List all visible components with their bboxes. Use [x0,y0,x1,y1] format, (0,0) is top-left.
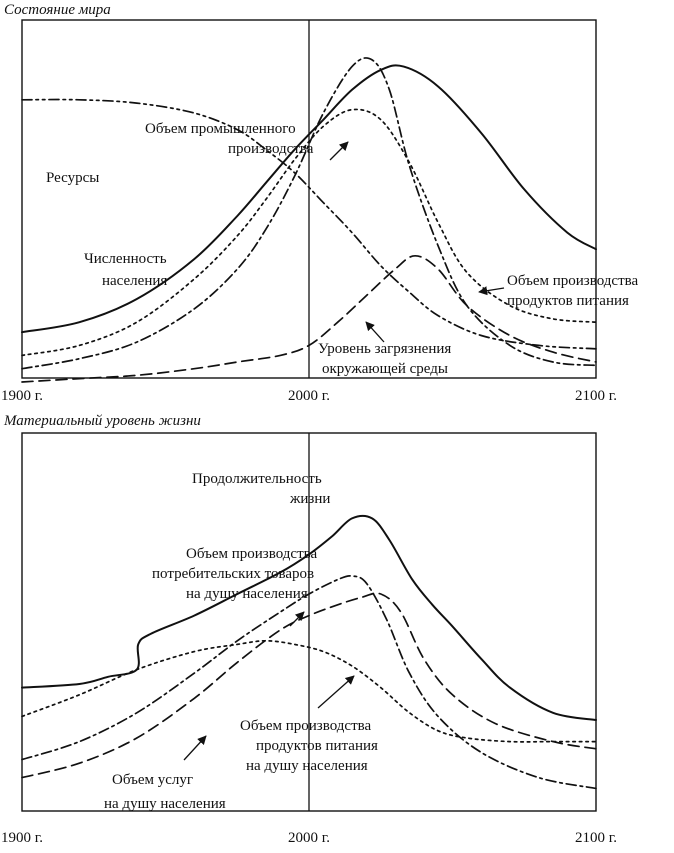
panel-title-living-standard: Материальный уровень жизни [4,413,201,429]
annotation-label: производства [228,141,314,157]
series-line-объем-производства-потребительских-товаров-на-душу-населения [21,575,597,790]
panel-title-world-state: Состояние мира [4,2,111,18]
series-line-объем-производства-продуктов-питания-на-душу-населения [21,639,597,743]
series-line-объем-услуг-на-душу-населения [21,592,597,779]
series-line-продолжительность-жизни [21,514,597,721]
annotation-label: Продолжительность [192,471,322,487]
annotation-label: на душу населения [104,796,226,812]
annotation-label: Ресурсы [46,170,99,186]
annotation-ресурсы: Ресурсы [46,170,99,186]
annotation-продолжительность-жизни: Продолжительность жизни [192,471,330,507]
annotation-объем-услуг-на-душу-населения: Объем услуг на душу населения [104,735,226,812]
annotation-объем-промышленного-производства: Объем промышленного производства [145,121,349,161]
annotation-label: окружающей среды [322,361,448,377]
annotation-label: Объем производства [186,546,318,562]
chart-panel-2: 1900 г. 2000 г. 2100 г. Продолжительность жи… [1,432,617,846]
annotation-уровень-загрязнения-окружающей-среды: Уровень загрязнения окружающей среды [318,321,451,377]
x-tick-label: 2000 г. [288,388,330,404]
annotation-label: на душу населения [186,586,308,602]
annotation-label: жизни [289,491,330,507]
annotation-label: Объем производства [240,718,372,734]
annotation-label: продуктов питания [507,293,629,309]
annotation-label: Объем производства [507,273,639,289]
annotation-label: Уровень загрязнения [318,341,451,357]
x-tick-label: 1900 г. [1,388,43,404]
annotation-численность-населения: Численность населения [84,251,167,289]
annotation-label: Объем промышленного [145,121,296,137]
annotation-label: потребительских товаров [152,566,314,582]
x-tick-label: 2100 г. [575,388,617,404]
annotation-arrow [183,735,207,761]
annotation-объем-производства-продуктов-питания-на-душу-населения: Объем производства продуктов питания на ду… [240,675,378,774]
annotation-arrow [478,286,505,296]
series-line-объем-промышленного-производства [21,57,597,370]
annotation-label: на душу населения [246,758,368,774]
annotation-label: Численность [84,251,167,267]
chart-panel-1: 1900 г. 2000 г. 2100 г. Ресурсы Численность н… [1,19,639,404]
series-line-уровень-загрязнения-окружающей-среды [21,254,597,383]
annotation-label: продуктов питания [256,738,378,754]
annotation-arrow [289,611,305,627]
annotation-label: Объем услуг [112,772,193,788]
series-line-ресурсы [21,98,597,350]
annotation-arrow [365,321,385,343]
series-line-численность-населения [21,64,597,334]
annotation-label: населения [102,273,167,289]
x-tick-label: 2000 г. [288,830,330,846]
annotation-arrow [329,141,349,161]
annotation-объем-производства-потребительских-товаров-на-душу-населения: Объем производства потребительских товаро… [152,546,318,627]
annotation-arrow [317,675,355,709]
annotation-объем-производства-продуктов-питания: Объем производства продуктов питания [478,273,639,309]
x-tick-label: 2100 г. [575,830,617,846]
x-tick-label: 1900 г. [1,830,43,846]
